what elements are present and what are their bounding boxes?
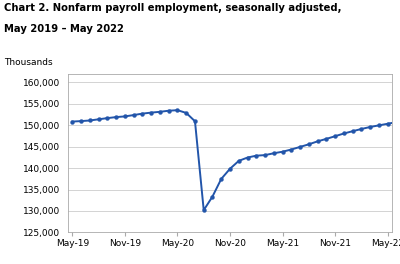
Text: Chart 2. Nonfarm payroll employment, seasonally adjusted,: Chart 2. Nonfarm payroll employment, sea…: [4, 3, 342, 13]
Text: May 2019 – May 2022: May 2019 – May 2022: [4, 24, 124, 34]
Text: Thousands: Thousands: [4, 58, 53, 67]
